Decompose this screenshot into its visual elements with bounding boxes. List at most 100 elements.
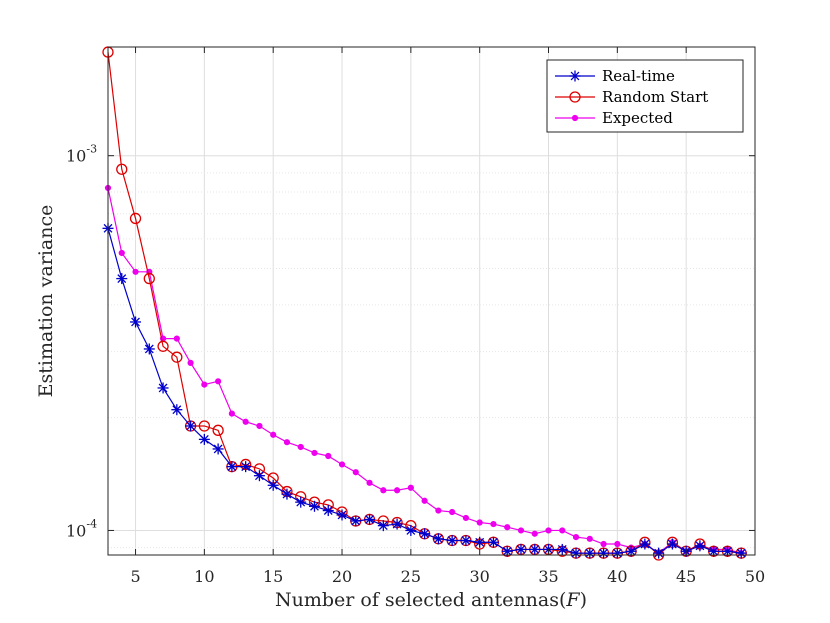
data-point-expected [270, 431, 277, 438]
data-point-real-time [308, 500, 320, 512]
data-point-real-time [405, 524, 417, 536]
data-point-real-time [157, 382, 169, 394]
data-point-random-start [171, 351, 183, 363]
legend-marker [571, 114, 579, 122]
data-point-real-time [584, 547, 596, 559]
data-point-real-time [598, 547, 610, 559]
legend-label: Real-time [602, 67, 675, 85]
x-tick-label: 25 [401, 567, 421, 586]
x-tick-label: 30 [470, 567, 490, 586]
data-point-expected [393, 487, 401, 494]
data-point-real-time [116, 273, 128, 285]
data-point-expected [490, 520, 497, 528]
data-point-expected [504, 524, 511, 531]
data-point-expected [256, 422, 263, 430]
data-point-real-time [460, 535, 472, 547]
legend-item-real-time: Real-time [555, 67, 675, 85]
data-point-expected [614, 540, 621, 548]
legend-marker [569, 70, 581, 82]
x-axis-label: Number of selected antennas(F) [275, 589, 587, 611]
x-tick-label: 15 [263, 567, 283, 586]
data-point-real-time [267, 479, 279, 491]
data-point-real-time [515, 543, 527, 555]
data-point-real-time [253, 470, 265, 482]
series-layer [102, 46, 747, 561]
x-tick-label: 45 [676, 567, 696, 586]
legend-label: Expected [602, 109, 673, 127]
y-tick-label: 10-4 [66, 517, 97, 540]
x-tick-label: 20 [332, 567, 352, 586]
legend: Real-time Random Start Expected [546, 59, 744, 133]
data-point-expected [118, 249, 125, 257]
data-point-real-time [130, 316, 142, 328]
data-point-real-time [474, 536, 486, 548]
data-point-real-time [529, 543, 541, 555]
data-point-expected [297, 443, 304, 451]
data-point-expected [187, 359, 194, 366]
data-point-expected [462, 514, 470, 522]
data-point-expected [338, 461, 346, 468]
data-point-expected [366, 479, 373, 486]
data-point-expected [435, 507, 442, 514]
data-point-expected [449, 508, 456, 516]
data-point-expected [132, 268, 139, 275]
data-point-real-time [364, 513, 376, 525]
x-tick-label: 35 [538, 567, 558, 586]
y-axis-label: Estimation variance [35, 205, 57, 398]
data-point-expected [352, 469, 359, 476]
data-point-expected [380, 487, 387, 494]
data-point-real-time [171, 404, 183, 416]
data-point-real-time [694, 540, 706, 552]
data-point-real-time [143, 343, 155, 355]
data-point-expected [600, 540, 607, 548]
data-point-expected [545, 527, 552, 534]
data-point-expected [572, 533, 580, 541]
data-point-real-time [198, 433, 210, 445]
legend-item-expected: Expected [555, 109, 673, 127]
data-point-random-start [157, 340, 169, 352]
data-point-expected [407, 484, 414, 491]
data-point-real-time [570, 547, 582, 559]
data-point-real-time [377, 520, 389, 532]
data-point-expected [215, 378, 222, 385]
data-point-expected [586, 535, 593, 542]
data-point-expected [531, 530, 538, 537]
ticks: 5 10 15 20 25 30 35 40 45 50 10-4 10-3 [66, 47, 765, 586]
data-point-random-start [129, 212, 142, 225]
data-point-expected [325, 452, 332, 460]
data-point-real-time [391, 518, 403, 530]
data-point-expected [173, 335, 180, 342]
data-point-real-time [653, 547, 665, 559]
axes-box [107, 46, 756, 556]
legend-label: Random Start [602, 88, 708, 106]
x-tick-label: 10 [194, 567, 214, 586]
data-point-real-time [446, 535, 458, 547]
data-point-expected [283, 439, 291, 446]
x-tick-label: 40 [607, 567, 627, 586]
legend-marker [569, 91, 581, 103]
grid [108, 47, 756, 555]
data-point-random-start [116, 163, 128, 175]
x-tick-label: 5 [130, 567, 140, 586]
data-point-expected [421, 497, 428, 504]
data-point-real-time [185, 420, 197, 432]
data-point-real-time [419, 528, 431, 540]
data-point-real-time [336, 509, 348, 521]
data-point-expected [242, 418, 249, 425]
data-point-real-time [666, 538, 678, 550]
data-point-random-start [143, 272, 155, 285]
y-tick-label: 10-3 [66, 143, 97, 166]
data-point-expected [517, 527, 525, 534]
data-point-real-time [226, 461, 238, 473]
data-point-real-time [212, 443, 224, 455]
data-point-real-time [432, 533, 444, 545]
data-point-expected [476, 519, 483, 526]
data-point-expected [201, 381, 208, 388]
data-point-real-time [240, 461, 252, 473]
data-point-expected [311, 449, 318, 457]
data-point-random-start [198, 420, 211, 432]
data-point-real-time [556, 543, 568, 555]
data-point-real-time [322, 505, 334, 517]
legend-item-random-start: Random Start [555, 88, 708, 106]
